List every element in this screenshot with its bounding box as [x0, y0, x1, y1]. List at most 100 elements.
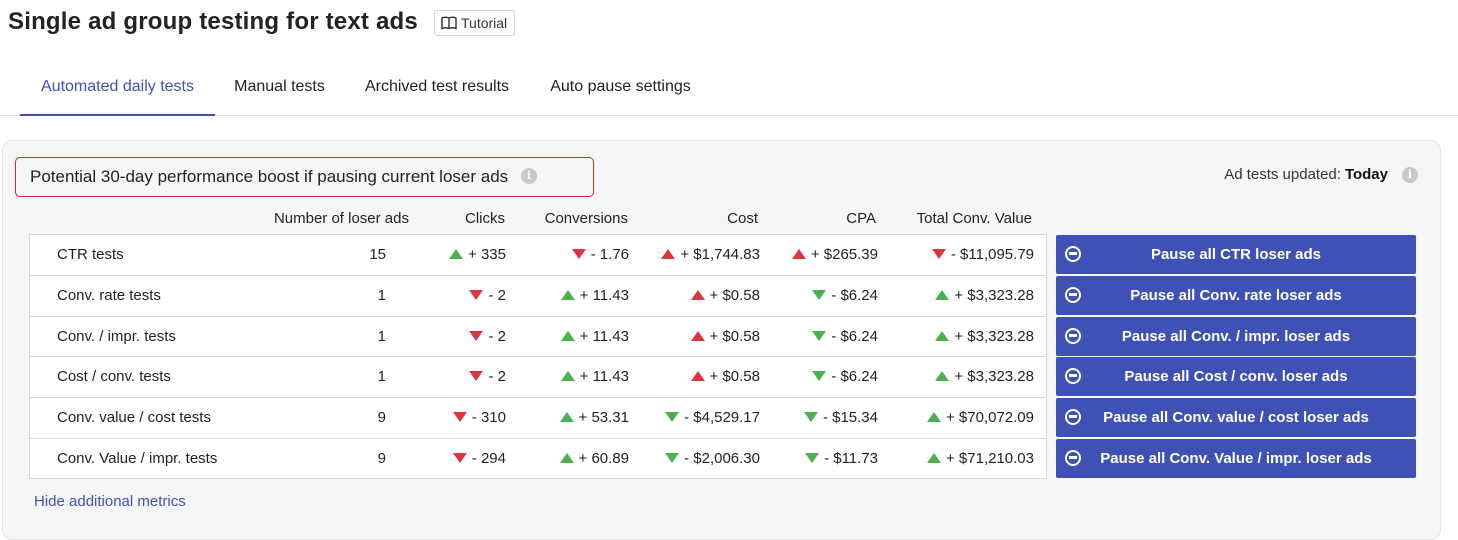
triangle-up-icon	[560, 330, 575, 341]
loser-ads-count: 1	[377, 368, 386, 386]
triangle-down-icon	[469, 289, 484, 300]
cost-value: + $0.58	[709, 286, 760, 304]
minus-circle-icon	[1065, 246, 1081, 262]
triangle-up-icon	[935, 371, 950, 382]
clicks-value: - 2	[488, 368, 506, 386]
tutorial-button[interactable]: Tutorial	[434, 10, 516, 36]
pause-button-label: Pause all Conv. rate loser ads	[1130, 286, 1342, 304]
triangle-up-icon	[926, 412, 941, 423]
pause-loser-ads-button[interactable]: Pause all Cost / conv. loser ads	[1056, 357, 1416, 397]
table-row: Conv. value / cost tests 9 - 310 + 53.31 - $…	[30, 398, 1046, 439]
cpa-value: - $11.73	[824, 450, 878, 467]
triangle-down-icon	[571, 249, 586, 260]
table-row: Conv. Value / impr. tests 9 - 294 + 60.89 - …	[30, 439, 1046, 480]
cpa-cell: - $6.24	[812, 276, 878, 316]
conv-value-value: + $3,323.28	[954, 368, 1034, 386]
minus-circle-icon	[1065, 327, 1081, 344]
pause-loser-ads-button[interactable]: Pause all Conv. value / cost loser ads	[1056, 398, 1416, 438]
hide-additional-metrics-link[interactable]: Hide additional metrics	[34, 493, 186, 510]
loser-ads-count: 1	[377, 286, 386, 304]
boost-title: Potential 30-day performance boost if pa…	[30, 167, 509, 186]
triangle-down-icon	[469, 371, 484, 382]
cost-cell: - $4,529.17	[665, 398, 760, 438]
cost-value: + $0.58	[709, 327, 760, 345]
loser-ads-count: 15	[369, 246, 386, 263]
loser-ads-count: 1	[377, 327, 386, 345]
test-type-label: Conv. / impr. tests	[57, 327, 176, 345]
info-icon[interactable]: i	[1402, 166, 1418, 183]
cpa-value: + $265.39	[810, 246, 878, 263]
triangle-up-icon	[559, 453, 574, 464]
test-type-label: Conv. value / cost tests	[57, 409, 211, 427]
pause-loser-ads-button[interactable]: Pause all Conv. rate loser ads	[1056, 275, 1416, 315]
updated-label: Ad tests updated:	[1224, 166, 1341, 183]
test-type-label: CTR tests	[57, 246, 124, 263]
test-type-label: Conv. Value / impr. tests	[57, 450, 218, 467]
pause-loser-ads-button[interactable]: Pause all Conv. / impr. loser ads	[1056, 316, 1416, 356]
clicks-cell: + 335	[449, 235, 506, 275]
conversions-value: + 53.31	[578, 409, 629, 427]
loser-ads-count: 9	[377, 450, 386, 467]
pause-button-label: Pause all Conv. Value / impr. loser ads	[1100, 450, 1372, 467]
cpa-cell: - $15.34	[803, 398, 878, 438]
conv-value-cell: + $3,323.28	[935, 317, 1034, 357]
triangle-down-icon	[812, 330, 827, 341]
minus-circle-icon	[1065, 409, 1081, 426]
column-header-loser-ads: Number of loser ads	[273, 210, 409, 227]
info-icon[interactable]: i	[520, 168, 537, 185]
tab-archived-test-results[interactable]: Archived test results	[364, 78, 510, 95]
conversions-value: + 11.43	[579, 327, 629, 345]
triangle-up-icon	[690, 371, 705, 382]
cost-value: - $2,006.30	[684, 450, 760, 467]
clicks-cell: - 310	[452, 398, 506, 438]
conv-value-cell: + $71,210.03	[926, 439, 1034, 479]
conversions-cell: - 1.76	[571, 235, 629, 275]
column-header-cost: Cost	[727, 210, 758, 227]
test-type-label: Conv. rate tests	[57, 286, 161, 304]
conversions-cell: + 11.43	[560, 276, 629, 316]
tab-manual-tests[interactable]: Manual tests	[234, 78, 325, 95]
pause-loser-ads-button[interactable]: Pause all Conv. Value / impr. loser ads	[1056, 439, 1416, 478]
clicks-cell: - 2	[469, 357, 506, 397]
loser-ads-table: CTR tests 15 + 335 - 1.76 + $1,744.83 + $265.…	[29, 234, 1047, 479]
performance-boost-panel: Potential 30-day performance boost if pa…	[2, 140, 1441, 540]
clicks-value: - 2	[488, 327, 506, 345]
triangle-down-icon	[812, 371, 827, 382]
cpa-value: - $6.24	[831, 286, 878, 304]
triangle-up-icon	[560, 371, 575, 382]
pause-loser-ads-button[interactable]: Pause all CTR loser ads	[1056, 235, 1416, 274]
cost-value: - $4,529.17	[684, 409, 760, 427]
conv-value-value: + $71,210.03	[945, 450, 1034, 467]
tab-auto-pause-settings[interactable]: Auto pause settings	[550, 78, 691, 95]
triangle-down-icon	[665, 453, 680, 464]
loser-ads-count: 9	[377, 409, 386, 427]
cpa-cell: + $265.39	[791, 235, 878, 275]
cost-cell: + $1,744.83	[661, 235, 760, 275]
triangle-up-icon	[661, 249, 676, 260]
conversions-value: - 1.76	[590, 246, 629, 263]
triangle-up-icon	[935, 330, 950, 341]
minus-circle-icon	[1065, 368, 1081, 385]
cost-cell: + $0.58	[690, 276, 760, 316]
pause-button-label: Pause all Conv. / impr. loser ads	[1121, 327, 1351, 345]
clicks-value: + 335	[468, 246, 506, 263]
cpa-cell: - $6.24	[812, 357, 878, 397]
ad-tests-updated: Ad tests updated: Today i	[1224, 166, 1418, 183]
column-header-conversions: Conversions	[544, 210, 628, 227]
boost-title-box: Potential 30-day performance boost if pa…	[15, 157, 594, 197]
cost-cell: + $0.58	[690, 357, 760, 397]
book-icon	[441, 16, 457, 30]
tab-bar: Automated daily tests Manual tests Archi…	[0, 70, 1458, 116]
triangle-down-icon	[803, 412, 818, 423]
clicks-cell: - 294	[452, 439, 506, 479]
triangle-up-icon	[449, 249, 464, 260]
conversions-value: + 11.43	[579, 286, 629, 304]
clicks-value: - 2	[488, 286, 506, 304]
triangle-down-icon	[812, 289, 827, 300]
cost-value: + $0.58	[709, 368, 760, 386]
tab-automated-daily-tests[interactable]: Automated daily tests	[20, 70, 215, 116]
conversions-value: + 60.89	[578, 450, 629, 467]
triangle-up-icon	[690, 289, 705, 300]
tutorial-label: Tutorial	[461, 15, 508, 31]
minus-circle-icon	[1065, 286, 1081, 303]
